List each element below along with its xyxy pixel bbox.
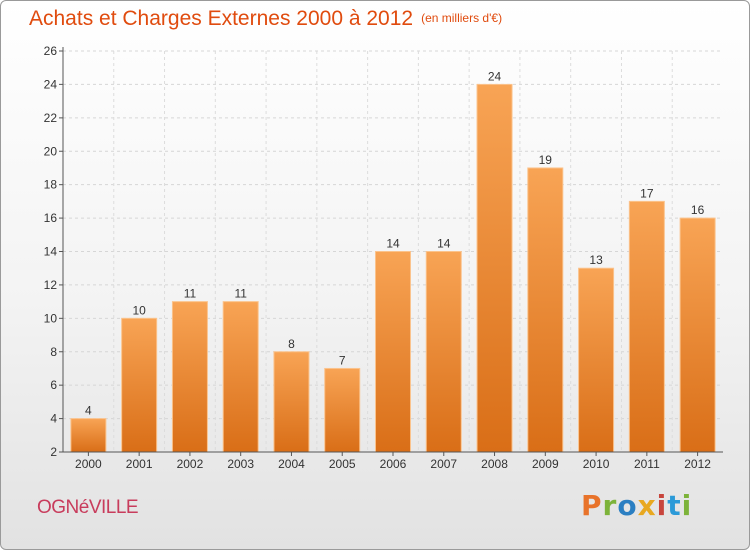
logo-letter: P — [581, 489, 603, 522]
bar — [375, 251, 411, 453]
y-tick-label: 26 — [44, 44, 58, 58]
data-label: 14 — [386, 237, 400, 251]
y-tick-label: 8 — [50, 345, 57, 359]
logo-letter: i — [681, 489, 693, 522]
y-tick-label: 12 — [44, 278, 58, 292]
x-tick-label: 2003 — [227, 457, 254, 471]
y-tick-label: 2 — [50, 445, 57, 459]
logo-letter: r — [602, 489, 618, 522]
data-label: 8 — [288, 337, 295, 351]
data-label: 16 — [691, 203, 705, 217]
x-tick-label: 2009 — [532, 457, 559, 471]
proxiti-logo: Proxiti — [581, 489, 692, 522]
x-tick-label: 2012 — [684, 457, 711, 471]
x-tick-label: 2007 — [430, 457, 457, 471]
bar — [578, 267, 615, 453]
bar — [679, 217, 716, 453]
y-tick-label: 14 — [44, 245, 58, 259]
bar — [324, 367, 361, 453]
logo-letter: o — [617, 489, 638, 522]
logo-letter: x — [637, 489, 657, 522]
bar — [70, 418, 107, 453]
commune-name: OGNéVILLE — [37, 497, 139, 518]
chart-unit: (en milliers d'€) — [421, 11, 503, 25]
x-tick-label: 2000 — [75, 457, 102, 471]
x-tick-label: 2011 — [634, 457, 660, 471]
bar — [121, 317, 158, 453]
x-tick-label: 2008 — [481, 457, 508, 471]
x-tick-label: 2002 — [177, 457, 204, 471]
logo-letter: t — [667, 489, 682, 522]
bar — [476, 83, 513, 453]
data-label: 19 — [539, 153, 553, 167]
data-label: 10 — [132, 303, 146, 317]
bar — [222, 301, 259, 453]
y-tick-label: 4 — [50, 412, 57, 426]
bar — [527, 167, 564, 453]
axes — [59, 47, 723, 456]
y-tick-label: 10 — [44, 311, 58, 325]
bar — [171, 301, 208, 453]
data-label: 13 — [589, 253, 603, 267]
data-label: 11 — [234, 287, 247, 301]
x-tick-label: 2001 — [126, 457, 153, 471]
tick-labels: 2468101214161820222426420001020011120021… — [44, 44, 712, 471]
x-tick-label: 2004 — [278, 457, 305, 471]
data-label: 17 — [640, 186, 654, 200]
bar — [273, 351, 310, 453]
x-tick-label: 2005 — [329, 457, 356, 471]
y-tick-label: 24 — [44, 77, 58, 91]
chart-title-text: Achats et Charges Externes 2000 à 2012 — [29, 7, 414, 30]
data-label: 4 — [85, 404, 92, 418]
data-label: 14 — [437, 237, 451, 251]
y-tick-label: 20 — [44, 144, 58, 158]
data-label: 7 — [339, 353, 346, 367]
chart-title: Achats et Charges Externes 2000 à 2012 (e… — [29, 7, 502, 31]
x-tick-label: 2010 — [583, 457, 610, 471]
x-tick-label: 2006 — [380, 457, 407, 471]
y-tick-label: 6 — [50, 378, 57, 392]
bars — [70, 83, 716, 453]
bar — [628, 200, 665, 453]
data-label: 11 — [184, 287, 197, 301]
logo-letter: i — [656, 489, 668, 522]
bar — [425, 251, 462, 453]
data-label: 24 — [488, 69, 502, 83]
y-tick-label: 22 — [44, 111, 58, 125]
y-tick-label: 16 — [44, 211, 58, 225]
y-tick-label: 18 — [44, 178, 58, 192]
